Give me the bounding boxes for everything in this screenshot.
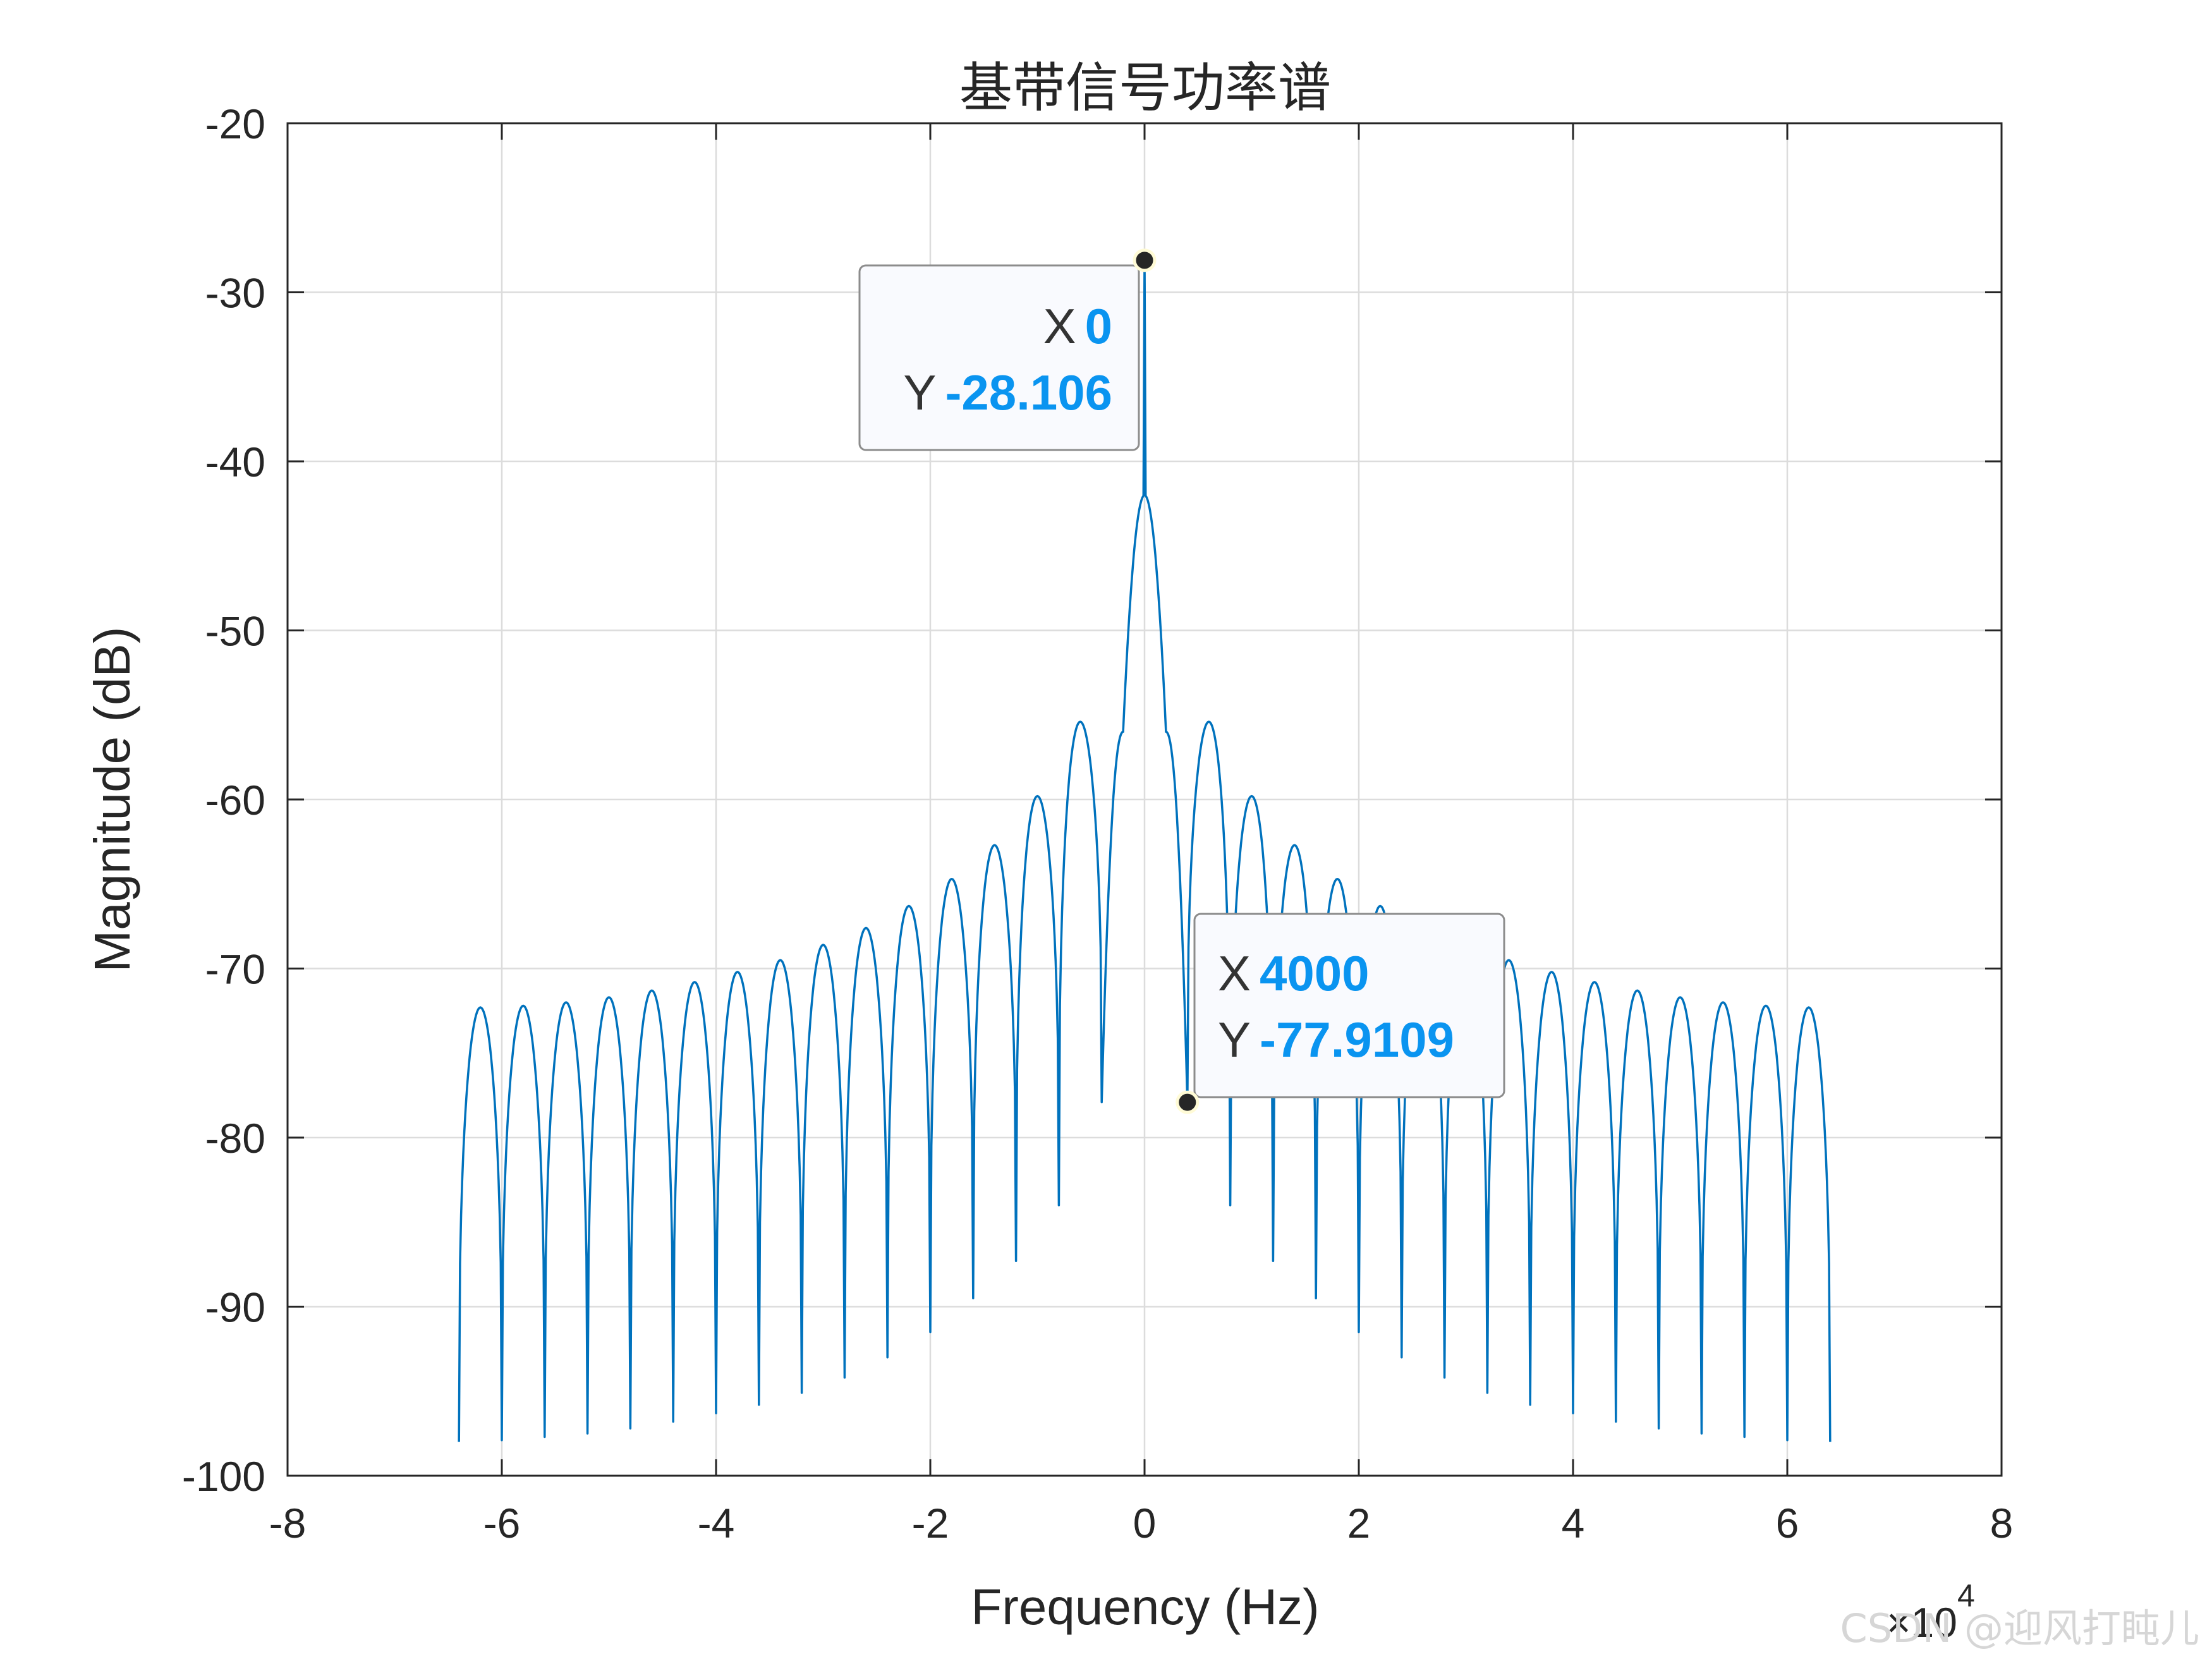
y-tick-label: -30 xyxy=(205,270,265,317)
datatip-y-value: -77.9109 xyxy=(1260,1012,1454,1067)
y-tick-label: -50 xyxy=(205,608,265,655)
y-tick-label: -40 xyxy=(205,439,265,485)
y-tick-label: -90 xyxy=(205,1284,265,1331)
x-multiplier-exponent: 4 xyxy=(1957,1578,1975,1613)
y-axis-label: Magnitude (dB) xyxy=(84,627,140,973)
y-tick-label: -80 xyxy=(205,1115,265,1162)
x-tick-label: 0 xyxy=(1133,1500,1157,1547)
svg-text:Y-28.106: Y -28.106 xyxy=(903,365,1112,420)
x-tick-label: -4 xyxy=(698,1500,735,1547)
datatip-marker[interactable] xyxy=(1133,248,1157,272)
datatip-null[interactable]: X 4000 Y -77.9109 xyxy=(1176,913,1505,1114)
x-tick-label: 2 xyxy=(1347,1500,1371,1547)
chart-title: 基带信号功率谱 xyxy=(959,57,1331,119)
datatip-x-key: X xyxy=(1043,298,1076,354)
datatip-box xyxy=(858,264,1140,451)
x-tick-label: -2 xyxy=(912,1500,949,1547)
axis-ticks xyxy=(286,122,2003,1477)
x-multiplier-base: ×10 xyxy=(1887,1599,1957,1646)
datatip-x-key: X xyxy=(1218,945,1251,1001)
datatip-x-value: 0 xyxy=(1085,298,1112,354)
y-tick-label: -60 xyxy=(205,777,265,823)
watermark: CSDN @迎风打盹儿 xyxy=(1840,1605,2199,1651)
y-tick-label: -100 xyxy=(182,1453,265,1500)
x-tick-label: -8 xyxy=(269,1500,307,1547)
datatip-y-key: Y xyxy=(1218,1012,1251,1067)
datatip-x-value: 4000 xyxy=(1260,945,1370,1001)
y-tick-label: -70 xyxy=(205,946,265,993)
datatip-marker[interactable] xyxy=(1176,1090,1200,1114)
x-tick-label: 8 xyxy=(1990,1500,2014,1547)
x-axis-label: Frequency (Hz) xyxy=(971,1579,1319,1635)
svg-text:X0: X0 xyxy=(1043,298,1112,354)
x-tick-label: 4 xyxy=(1562,1500,1585,1547)
y-tick-label: -20 xyxy=(205,100,265,147)
datatip-y-key: Y xyxy=(903,365,936,420)
svg-text:Y-77.9109: Y -77.9109 xyxy=(1218,1012,1454,1067)
tick-labels: -8 -6 -4 -2 0 2 4 6 8-20-30-40-50-60-70-80-90-10… xyxy=(182,100,2013,1547)
datatip-box xyxy=(1193,913,1505,1098)
x-tick-label: -6 xyxy=(483,1500,521,1547)
x-axis-multiplier: ×104 xyxy=(1887,1578,1975,1646)
x-tick-label: 6 xyxy=(1776,1500,1799,1547)
datatip-y-value: -28.106 xyxy=(945,365,1112,420)
